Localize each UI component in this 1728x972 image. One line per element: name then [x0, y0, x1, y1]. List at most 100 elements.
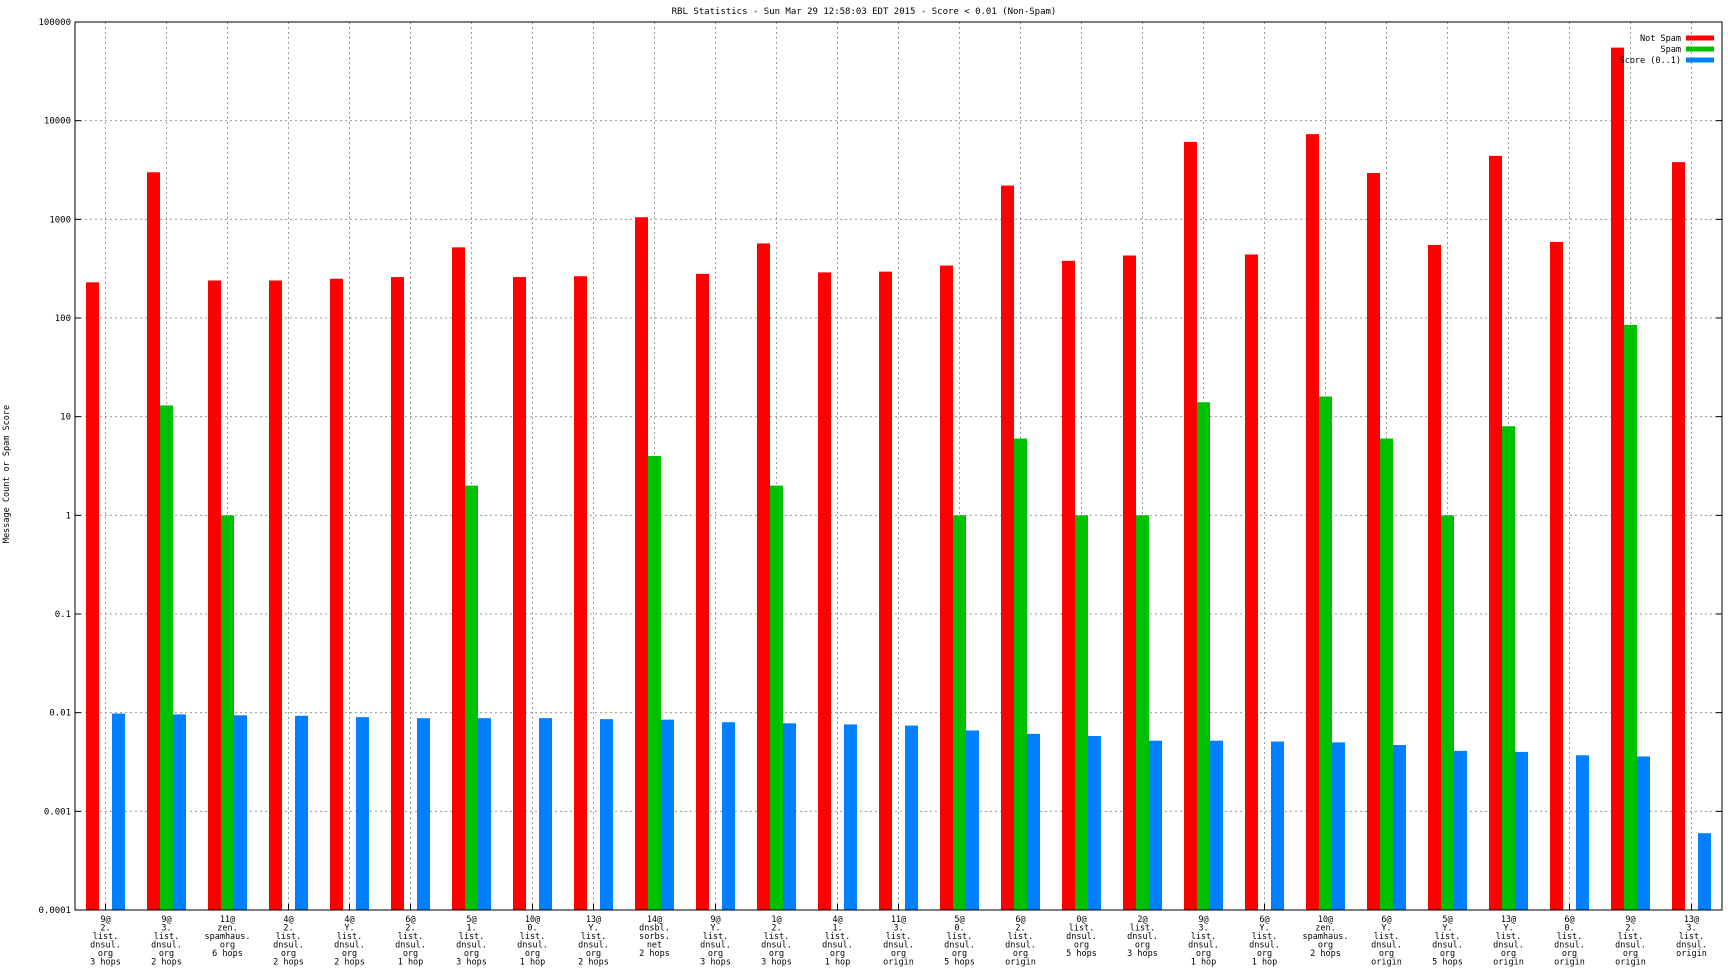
bar-spam — [1197, 402, 1210, 910]
x-category-label-line: list. — [1496, 932, 1522, 942]
x-category-label-line: zen. — [1315, 924, 1335, 934]
x-category-label-line: dnsbl. — [639, 924, 670, 934]
bar-not-spam — [1306, 134, 1319, 910]
x-category-label-line: 0. — [1564, 924, 1574, 934]
x-category-label: 10@ 0. list. dnsul. org 1 hop — [517, 915, 548, 968]
x-category-label-line: org — [1562, 949, 1577, 959]
bar-not-spam — [1550, 241, 1563, 910]
bar-score-0-1 — [539, 718, 552, 910]
x-category-label-line: spamhaus. — [1302, 932, 1348, 942]
x-category-label-line: 0@ — [1076, 915, 1086, 925]
x-category-label-line: 2 hops — [273, 958, 304, 968]
x-category-label-line: 14@ — [647, 915, 662, 925]
x-category-label-line: org — [342, 949, 357, 959]
bar-not-spam — [1489, 155, 1502, 910]
x-category-label-line: 0. — [954, 924, 964, 934]
x-category-label-line: list. — [825, 932, 851, 942]
bar-spam — [1136, 515, 1149, 910]
bar-spam — [1441, 515, 1454, 910]
bar-spam — [953, 515, 966, 910]
legend-label: Not Spam — [1640, 34, 1681, 44]
x-category-label: 9@ 2. list. dnsul. org 3 hops — [90, 915, 121, 968]
x-category-label-line: list. — [886, 932, 912, 942]
x-category-label-line: dnsul. — [90, 941, 121, 951]
x-category-label-line: zen. — [217, 924, 237, 934]
x-category-label-line: dnsul. — [944, 941, 975, 951]
x-category-label-line: 13@ — [1501, 915, 1516, 925]
bar-spam — [1380, 438, 1393, 910]
bar-score-0-1 — [600, 719, 613, 910]
x-category-label-line: 1. — [466, 924, 476, 934]
bar-spam — [1319, 396, 1332, 910]
bar-not-spam — [1428, 244, 1441, 911]
x-category-label-line: 1. — [832, 924, 842, 934]
x-category-label-line: org — [1623, 949, 1638, 959]
x-category-label: 9@ 3. list. dnsul. org 2 hops — [151, 915, 182, 968]
bar-score-0-1 — [1027, 733, 1040, 910]
x-category-label-line: dnsul. — [883, 941, 914, 951]
x-category-label: 6@ 2. list. dnsul. org 1 hop — [395, 915, 426, 968]
x-category-label-line: 1 hop — [825, 958, 851, 968]
bar-not-spam — [513, 277, 526, 910]
bar-spam — [770, 485, 783, 910]
x-category-label-line: 5 hops — [944, 958, 975, 968]
y-tick-label: 0.1 — [55, 610, 71, 620]
bar-score-0-1 — [1210, 740, 1223, 910]
x-category-label-line: org — [1013, 949, 1028, 959]
x-category-label-line: org — [525, 949, 540, 959]
x-category-label-line: org — [830, 949, 845, 959]
y-axis-ticks: 100000 10000 1000 100 10 1 0.1 0.01 0.001 0.0001 — [38, 18, 1722, 916]
x-category-label: 6@ Y. list. dnsul. org 1 hop — [1249, 915, 1280, 968]
x-category-label-line: list. — [337, 932, 363, 942]
bar-score-0-1 — [1393, 745, 1406, 910]
x-category-label: 4@ 1. list. dnsul. org 1 hop — [822, 915, 853, 968]
x-category-label-line: origin — [1554, 958, 1585, 968]
x-category-label-line: org — [891, 949, 906, 959]
x-category-label-line: org — [98, 949, 113, 959]
grid-lines — [75, 21, 1722, 911]
x-category-label-line: dnsul. — [1493, 941, 1524, 951]
bar-not-spam — [696, 273, 709, 911]
x-category-label-line: list. — [459, 932, 485, 942]
legend-label: Score (0..1) — [1620, 56, 1681, 66]
legend-swatch — [1686, 46, 1714, 52]
bar-not-spam — [86, 282, 99, 910]
x-category-label-line: 4@ — [832, 915, 842, 925]
x-category-label-line: dnsul. — [761, 941, 792, 951]
x-category-label-line: Y. — [1442, 924, 1452, 934]
x-category-label: 11@ zen. spamhaus. org 6 hops — [204, 915, 250, 959]
x-category-label-line: dnsul. — [151, 941, 182, 951]
x-category-label-line: 6 hops — [212, 949, 243, 959]
x-category-label-line: sorbs. — [639, 932, 670, 942]
x-category-label-line: org — [159, 949, 174, 959]
legend-label: Spam — [1661, 45, 1681, 55]
x-category-label-line: list. — [703, 932, 729, 942]
x-category-label: 9@ 3. list. dnsul. org 1 hop — [1188, 915, 1219, 968]
x-category-label-line: spamhaus. — [204, 932, 250, 942]
x-category-label-line: org — [1318, 941, 1333, 951]
x-category-label-line: list. — [1557, 932, 1583, 942]
x-category-label-line: org — [708, 949, 723, 959]
x-category-label-line: list. — [1679, 932, 1705, 942]
x-category-label-line: 5 hops — [1066, 949, 1097, 959]
bar-score-0-1 — [1576, 755, 1589, 910]
x-category-label-line: 11@ — [891, 915, 906, 925]
x-category-label-line: dnsul. — [517, 941, 548, 951]
bar-not-spam — [574, 276, 587, 910]
y-tick-label: 0.001 — [44, 807, 71, 817]
x-category-label-line: org — [1074, 941, 1089, 951]
x-category-label-line: org — [586, 949, 601, 959]
x-category-label: 14@ dnsbl. sorbs. net 2 hops — [639, 915, 670, 959]
x-category-label-line: 9@ — [710, 915, 720, 925]
x-category-label-line: Y. — [1259, 924, 1269, 934]
x-category-label: 4@ 2. list. dnsul. org 2 hops — [273, 915, 304, 968]
x-category-label-line: 1 hop — [520, 958, 546, 968]
y-tick-label: 10000 — [44, 117, 71, 127]
x-category-label-line: origin — [1371, 958, 1402, 968]
x-category-label-line: 13@ — [1684, 915, 1699, 925]
x-category-label: 9@ Y. list. dnsul. org 3 hops — [700, 915, 731, 968]
x-category-label-line: 0. — [527, 924, 537, 934]
x-category-label-line: 2 hops — [151, 958, 182, 968]
x-category-label-line: dnsul. — [334, 941, 365, 951]
x-category-label-line: 3. — [1198, 924, 1208, 934]
